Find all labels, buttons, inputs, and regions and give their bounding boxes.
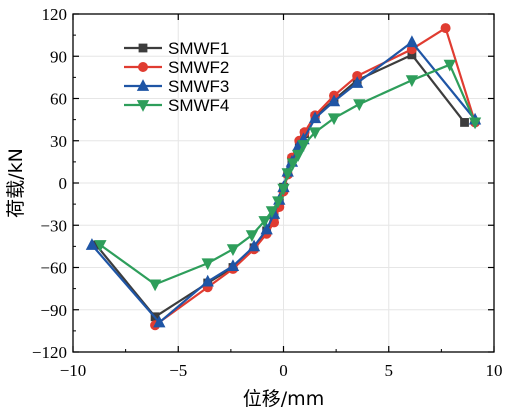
data-point [308,127,322,140]
legend-marker [136,100,150,112]
data-point [226,244,240,257]
data-point [351,76,364,88]
x-tick-label: 10 [486,361,503,380]
legend-marker [137,62,148,73]
y-tick-label: 0 [59,174,68,193]
data-point [327,113,341,126]
y-tick-label: −30 [40,216,67,235]
data-point [260,222,273,235]
y-tick-label: −120 [32,343,67,362]
data-point [226,259,240,271]
data-point [247,239,261,252]
legend-marker [136,79,150,91]
data-point [265,206,279,219]
legend-item: SMWF1 [124,39,229,58]
data-point [148,279,162,292]
series-smwf4 [94,59,482,292]
data-point [286,158,300,171]
data-point [94,240,107,252]
y-tick-label: 90 [50,47,67,66]
data-point [327,94,341,107]
data-point [245,230,259,242]
series-layer [85,23,482,331]
legend-label: SMWF2 [168,58,229,77]
data-point [85,238,99,250]
x-tick-label: 5 [385,361,394,380]
data-point [440,23,451,34]
legend-item: SMWF4 [124,96,229,115]
legend-item: SMWF2 [124,58,229,77]
data-point [201,258,214,271]
legend-label: SMWF3 [168,77,229,96]
y-axis-title: 荷载/kN [5,148,27,218]
x-tick-label: −5 [169,361,187,380]
data-point [460,118,469,127]
x-axis-title: 位移/mm [243,388,324,410]
y-tick-label: 120 [42,5,68,24]
y-tick-label: −60 [40,259,67,278]
data-point [201,274,214,287]
data-point [272,196,285,209]
data-point [277,183,290,196]
y-tick-label: −90 [40,301,67,320]
data-point [405,75,419,88]
data-point [405,35,419,48]
tick-labels: −10 −5 0 5 10 −120 −90 −60 −30 0 30 60 90 120 [32,5,503,380]
x-tick-label: 0 [279,361,288,380]
legend-marker [138,43,148,53]
data-point [292,149,305,162]
y-tick-label: 60 [50,90,67,109]
data-point [258,216,271,228]
data-point [297,140,310,152]
data-point [468,117,482,130]
data-point [353,99,366,111]
data-point [281,168,294,181]
x-tick-label: −10 [60,361,87,380]
data-point [443,59,456,72]
axis-ticks [72,13,495,353]
legend-item: SMWF3 [124,77,229,96]
legend-label: SMWF1 [168,39,229,58]
data-point [308,111,322,124]
data-point [153,315,166,328]
y-tick-label: 30 [50,132,67,151]
legend-label: SMWF4 [168,96,229,115]
